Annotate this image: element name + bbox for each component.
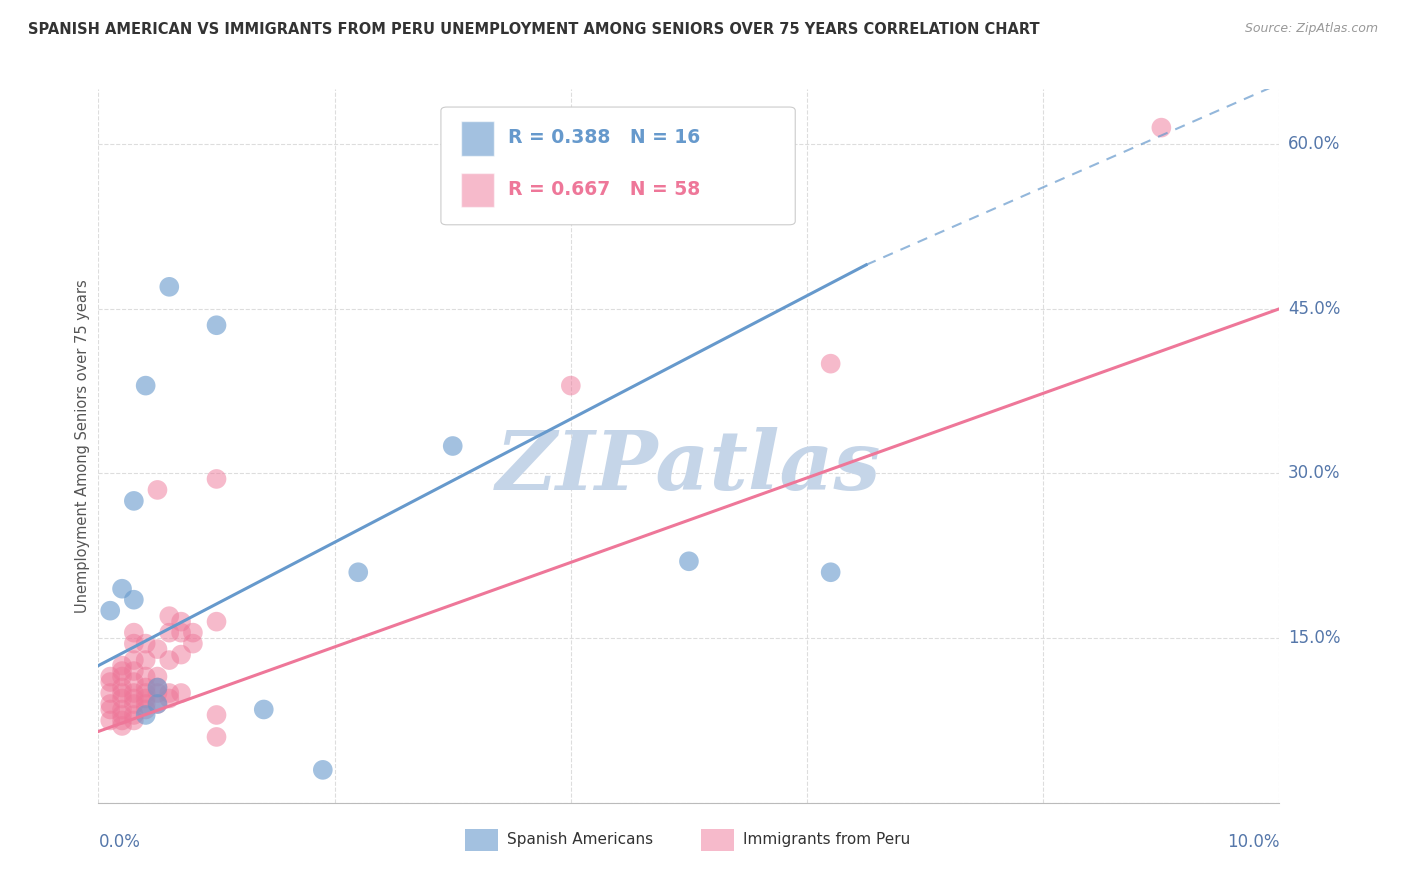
Point (98, 714, 121, 728)
Point (157, 609, 180, 624)
Point (146, 483, 169, 497)
Point (135, 686, 157, 700)
Point (146, 669, 169, 683)
Point (122, 708, 145, 723)
Point (1150, 120, 1173, 135)
Point (98, 702, 121, 716)
Point (111, 669, 134, 683)
Point (441, 439, 464, 453)
Point (312, 763, 335, 777)
Point (135, 708, 157, 723)
Point (205, 318, 228, 333)
Point (157, 653, 180, 667)
Point (170, 686, 193, 700)
Bar (461, 173, 494, 207)
Point (135, 653, 157, 667)
Point (170, 625, 193, 640)
Point (157, 691, 180, 706)
Y-axis label: Unemployment Among Seniors over 75 years: Unemployment Among Seniors over 75 years (75, 279, 90, 613)
Point (205, 472, 228, 486)
Point (111, 658, 134, 673)
Point (135, 669, 157, 683)
Text: R = 0.388   N = 16: R = 0.388 N = 16 (508, 128, 700, 147)
Point (135, 697, 157, 711)
Point (98, 669, 121, 683)
Point (135, 378, 157, 392)
Point (678, 554, 700, 568)
Text: Source: ZipAtlas.com: Source: ZipAtlas.com (1244, 22, 1378, 36)
Point (111, 582, 134, 596)
Point (157, 280, 180, 294)
Point (111, 708, 134, 723)
Point (122, 625, 145, 640)
Point (111, 686, 134, 700)
Point (135, 691, 157, 706)
Point (122, 686, 145, 700)
Point (111, 714, 134, 728)
Point (98, 697, 121, 711)
Point (170, 615, 193, 629)
FancyBboxPatch shape (441, 107, 796, 225)
Point (560, 378, 582, 392)
Point (122, 691, 145, 706)
Text: 30.0%: 30.0% (1288, 465, 1340, 483)
Point (98, 675, 121, 690)
Point (111, 664, 134, 678)
Text: 45.0%: 45.0% (1288, 300, 1340, 318)
Bar (461, 121, 494, 155)
Point (135, 702, 157, 716)
Text: 60.0%: 60.0% (1288, 135, 1340, 153)
Point (122, 675, 145, 690)
Point (205, 615, 228, 629)
Point (205, 730, 228, 744)
Point (122, 714, 145, 728)
Point (135, 637, 157, 651)
Point (122, 653, 145, 667)
Text: 15.0%: 15.0% (1288, 629, 1340, 647)
Point (111, 691, 134, 706)
Point (181, 625, 204, 640)
Point (122, 592, 145, 607)
Point (157, 625, 180, 640)
Text: Spanish Americans: Spanish Americans (508, 832, 654, 847)
Text: ZIPatlas: ZIPatlas (496, 427, 882, 508)
Point (146, 697, 169, 711)
Point (98, 686, 121, 700)
Point (146, 697, 169, 711)
Point (157, 686, 180, 700)
Point (820, 566, 842, 580)
Text: R = 0.667   N = 58: R = 0.667 N = 58 (508, 179, 700, 199)
Bar (464, 830, 498, 851)
Point (111, 681, 134, 695)
Text: 0.0%: 0.0% (98, 833, 141, 851)
Point (111, 719, 134, 733)
Point (122, 664, 145, 678)
Point (122, 697, 145, 711)
Text: 10.0%: 10.0% (1227, 833, 1279, 851)
Point (253, 702, 276, 716)
Point (146, 642, 169, 657)
Point (820, 357, 842, 371)
Point (146, 681, 169, 695)
Point (135, 681, 157, 695)
Text: Immigrants from Peru: Immigrants from Peru (744, 832, 911, 847)
Point (122, 637, 145, 651)
Text: SPANISH AMERICAN VS IMMIGRANTS FROM PERU UNEMPLOYMENT AMONG SENIORS OVER 75 YEAR: SPANISH AMERICAN VS IMMIGRANTS FROM PERU… (28, 22, 1040, 37)
Point (98, 604, 121, 618)
Point (170, 648, 193, 662)
Bar (700, 830, 734, 851)
Point (111, 702, 134, 716)
Point (122, 494, 145, 508)
Point (181, 637, 204, 651)
Point (205, 708, 228, 723)
Point (347, 566, 370, 580)
Point (146, 686, 169, 700)
Point (146, 681, 169, 695)
